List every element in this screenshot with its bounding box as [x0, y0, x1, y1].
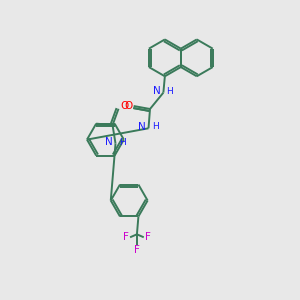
Text: N: N	[138, 122, 146, 132]
Text: N: N	[105, 137, 113, 147]
Text: N: N	[153, 86, 161, 96]
Text: O: O	[120, 101, 129, 111]
Text: F: F	[123, 232, 129, 242]
Text: H: H	[152, 122, 158, 131]
Text: H: H	[167, 87, 173, 96]
Text: H: H	[119, 138, 125, 147]
Text: F: F	[134, 245, 140, 255]
Text: O: O	[124, 101, 132, 111]
Text: F: F	[145, 232, 151, 242]
